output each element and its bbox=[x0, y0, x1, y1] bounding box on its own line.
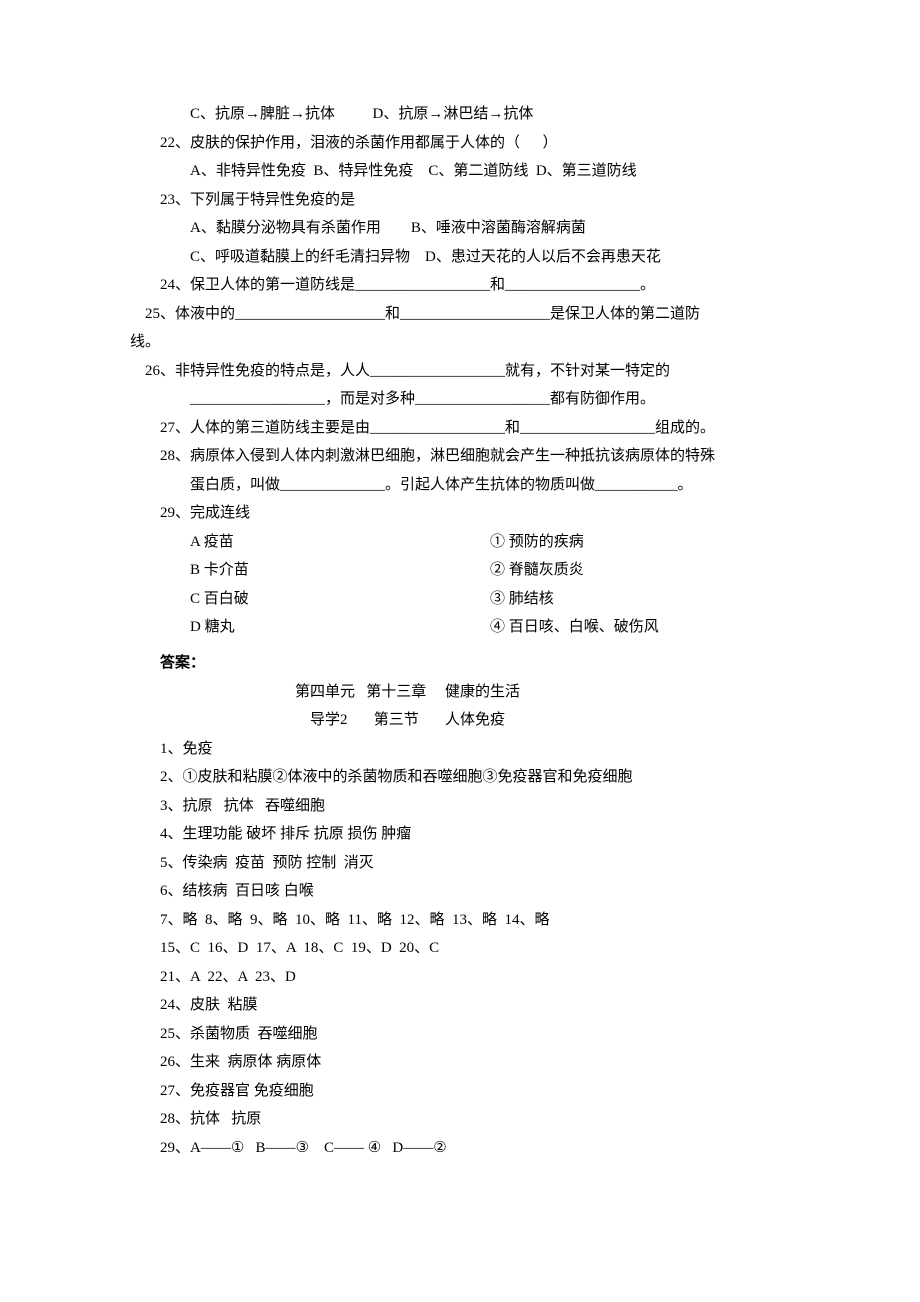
answer-line-14: 28、抗体 抗原 bbox=[130, 1105, 790, 1134]
q28-line1: 28、病原体入侵到人体内刺激淋巴细胞，淋巴细胞就会产生一种抵抗该病原体的特殊 bbox=[130, 442, 790, 471]
q29-row-c: C 百白破 ③ 肺结核 bbox=[130, 585, 790, 614]
answers-heading: 答案： bbox=[130, 649, 790, 678]
q29-left-b: B 卡介苗 bbox=[190, 556, 490, 585]
q29-right-3: ③ 肺结核 bbox=[490, 585, 790, 614]
answer-line-11: 25、杀菌物质 吞噬细胞 bbox=[130, 1020, 790, 1049]
q21-options-cd: C、抗原→脾脏→抗体 D、抗原→淋巴结→抗体 bbox=[130, 100, 790, 129]
answer-line-5: 5、传染病 疫苗 预防 控制 消灭 bbox=[130, 849, 790, 878]
answer-line-6: 6、结核病 百日咳 白喉 bbox=[130, 877, 790, 906]
answer-line-3: 3、抗原 抗体 吞噬细胞 bbox=[130, 792, 790, 821]
q29-row-d: D 糖丸 ④ 百日咳、白喉、破伤风 bbox=[130, 613, 790, 642]
spacer bbox=[130, 642, 790, 650]
q29-stem: 29、完成连线 bbox=[130, 499, 790, 528]
q22-options: A、非特异性免疫 B、特异性免疫 C、第二道防线 D、第三道防线 bbox=[130, 157, 790, 186]
q23-stem: 23、下列属于特异性免疫的是 bbox=[130, 186, 790, 215]
answer-line-12: 26、生来 病原体 病原体 bbox=[130, 1048, 790, 1077]
q25-line1: 25、体液中的____________________和____________… bbox=[130, 300, 790, 329]
q24-stem: 24、保卫人体的第一道防线是__________________和_______… bbox=[130, 271, 790, 300]
answer-line-9: 21、A 22、A 23、D bbox=[130, 963, 790, 992]
answer-line-7: 7、略 8、略 9、略 10、略 11、略 12、略 13、略 14、略 bbox=[130, 906, 790, 935]
q23-options-cd: C、呼吸道黏膜上的纤毛清扫异物 D、患过天花的人以后不会再患天花 bbox=[130, 243, 790, 272]
answer-line-4: 4、生理功能 破坏 排斥 抗原 损伤 肿瘤 bbox=[130, 820, 790, 849]
q25-line2: 线。 bbox=[130, 328, 790, 357]
answer-line-8: 15、C 16、D 17、A 18、C 19、D 20、C bbox=[130, 934, 790, 963]
answer-line-13: 27、免疫器官 免疫细胞 bbox=[130, 1077, 790, 1106]
q29-row-a: A 疫苗 ① 预防的疾病 bbox=[130, 528, 790, 557]
q29-right-4: ④ 百日咳、白喉、破伤风 bbox=[490, 613, 790, 642]
q29-left-a: A 疫苗 bbox=[190, 528, 490, 557]
answers-title-line2: 导学2 第三节 人体免疫 bbox=[130, 706, 790, 735]
q26-line1: 26、非特异性免疫的特点是，人人__________________就有，不针对… bbox=[130, 357, 790, 386]
q28-line2: 蛋白质，叫做______________。引起人体产生抗体的物质叫做______… bbox=[130, 471, 790, 500]
q22-stem: 22、皮肤的保护作用，泪液的杀菌作用都属于人体的（ ） bbox=[130, 129, 790, 158]
answer-line-1: 1、免疫 bbox=[130, 735, 790, 764]
answer-line-10: 24、皮肤 粘膜 bbox=[130, 991, 790, 1020]
answer-line-2: 2、①皮肤和粘膜②体液中的杀菌物质和吞噬细胞③免疫器官和免疫细胞 bbox=[130, 763, 790, 792]
q29-left-d: D 糖丸 bbox=[190, 613, 490, 642]
q27-stem: 27、人体的第三道防线主要是由__________________和______… bbox=[130, 414, 790, 443]
document-page: C、抗原→脾脏→抗体 D、抗原→淋巴结→抗体 22、皮肤的保护作用，泪液的杀菌作… bbox=[0, 0, 920, 1262]
q26-line2: __________________，而是对多种________________… bbox=[130, 385, 790, 414]
q29-left-c: C 百白破 bbox=[190, 585, 490, 614]
q29-right-1: ① 预防的疾病 bbox=[490, 528, 790, 557]
q23-options-ab: A、黏膜分泌物具有杀菌作用 B、唾液中溶菌酶溶解病菌 bbox=[130, 214, 790, 243]
answer-line-15: 29、A——① B——③ C—— ④ D——② bbox=[130, 1134, 790, 1163]
q29-right-2: ② 脊髓灰质炎 bbox=[490, 556, 790, 585]
q29-row-b: B 卡介苗 ② 脊髓灰质炎 bbox=[130, 556, 790, 585]
answers-title-line1: 第四单元 第十三章 健康的生活 bbox=[130, 678, 790, 707]
